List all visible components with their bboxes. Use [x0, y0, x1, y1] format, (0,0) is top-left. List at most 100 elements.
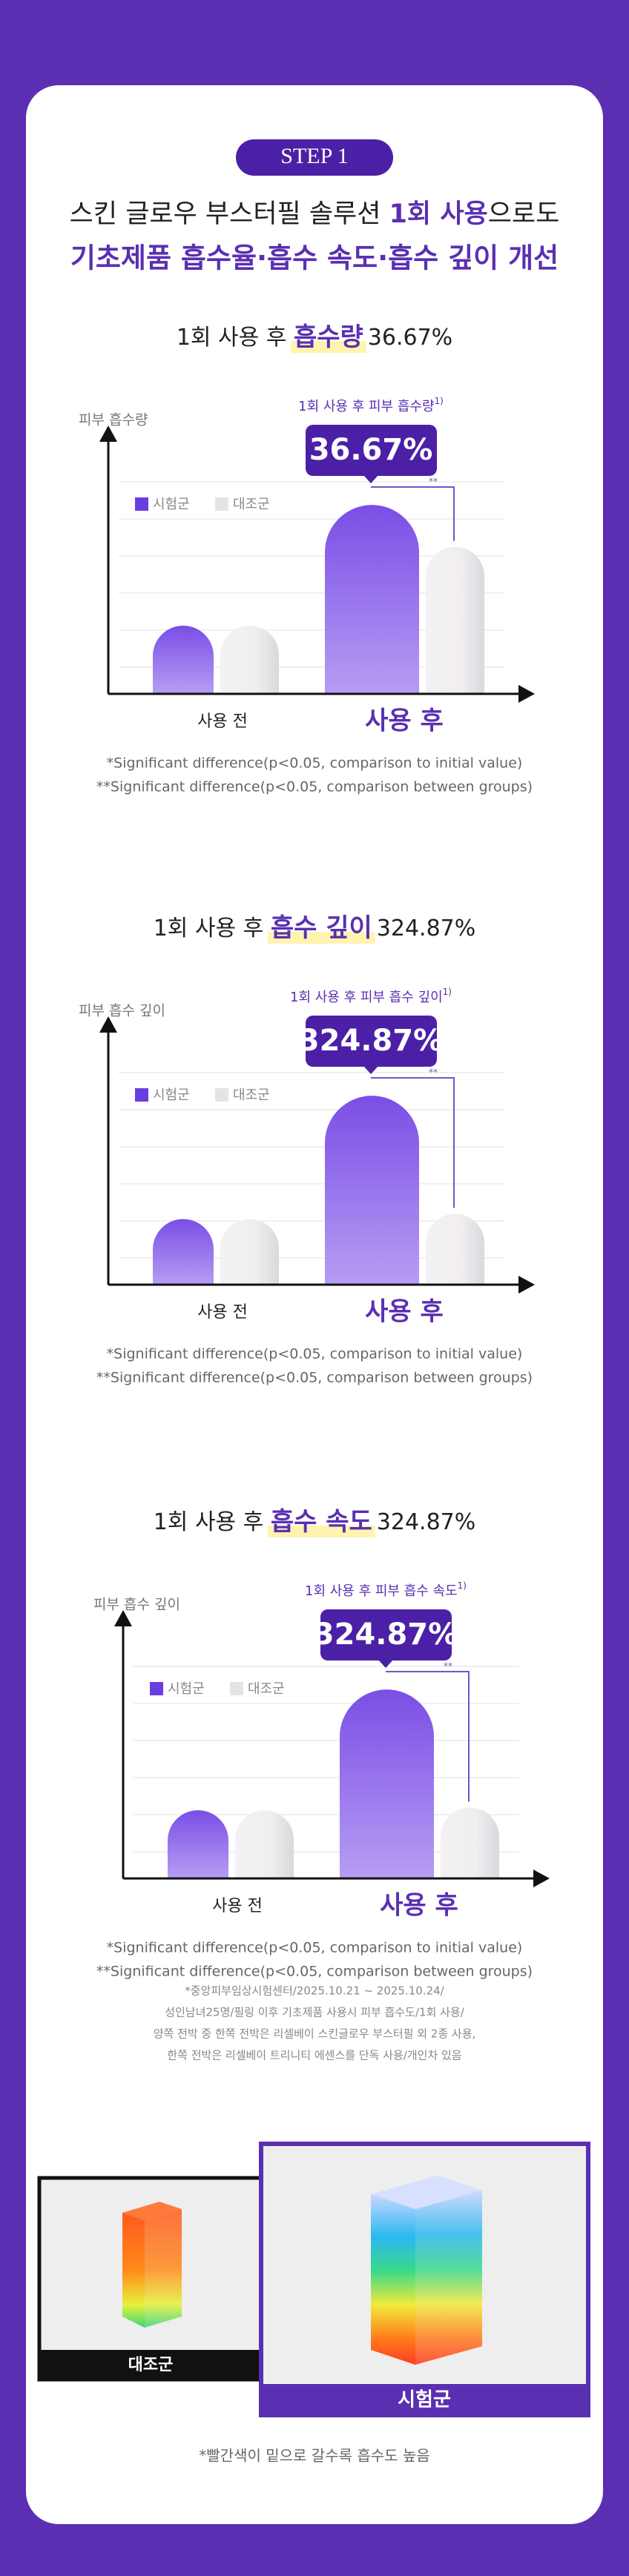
x-axis-arrow: [518, 1276, 535, 1294]
heading-emphasis: 흡수 속도: [271, 1507, 372, 1537]
legend-label: 시험군: [168, 1681, 205, 1697]
footnote: *Significant difference(p<0.05, comparis…: [107, 1346, 523, 1363]
callout-text: 1회 사용 후 피부 흡수 속도: [305, 1583, 458, 1599]
significance-mark: **: [429, 1067, 438, 1078]
x-tick-label: 사용 전: [212, 1897, 263, 1916]
x-tick-label: 사용 후: [365, 1297, 444, 1327]
control-label-bar: [39, 2350, 263, 2380]
bar: [441, 1807, 499, 1878]
heading-text: 1회 사용 후: [154, 1509, 271, 1535]
test-cuboid: [371, 2176, 482, 2365]
callout-label: 1회 사용 후 피부 흡수 깊이1): [290, 987, 452, 1006]
callout-value: 324.87%: [299, 1024, 443, 1058]
bar: [426, 546, 484, 694]
legend-swatch: [135, 1088, 148, 1102]
study-note: *중앙피부임상시험센터/2025.10.21 ~ 2025.10.24/: [185, 1984, 444, 1998]
bar: [153, 1219, 214, 1285]
bar: [220, 625, 279, 694]
callout-box: [306, 1016, 437, 1067]
legend-swatch: [230, 1682, 243, 1695]
bar: [168, 1810, 228, 1878]
callout-label: 1회 사용 후 피부 흡수 속도1): [305, 1580, 467, 1600]
heading-text: 324.87%: [377, 915, 475, 941]
test-label: 시험군: [398, 2389, 451, 2411]
y-axis-label: 피부 흡수 깊이: [93, 1597, 180, 1613]
callout-box: [320, 1609, 452, 1661]
significance-mark: **: [444, 1661, 452, 1672]
callout-text: 1회 사용 후 피부 흡수 깊이: [290, 990, 443, 1005]
step-pill: [236, 139, 393, 176]
y-axis-label: 피부 흡수량: [79, 412, 148, 428]
heading-emphasis: 흡수 깊이: [271, 913, 372, 943]
heading-highlight: [267, 932, 375, 944]
callout-pointer: [378, 1660, 393, 1668]
y-axis-label: 피부 흡수 깊이: [79, 1003, 165, 1019]
legend-swatch: [150, 1682, 163, 1695]
heading-text: 324.87%: [377, 1509, 475, 1535]
heading-highlight: [267, 1526, 375, 1537]
control-cuboid: [122, 2202, 182, 2328]
legend-label: 대조군: [233, 1087, 270, 1103]
legend-label: 시험군: [153, 1087, 190, 1103]
footnote: **Significant difference(p<0.05, compari…: [96, 1370, 533, 1386]
footnote: **Significant difference(p<0.05, compari…: [96, 779, 533, 795]
x-tick-label: 사용 후: [380, 1891, 458, 1921]
study-note: 양쪽 전박 중 한쪽 전박은 리셀베이 스킨글로우 부스터필 외 2종 사용,: [154, 2027, 476, 2041]
callout-label: 1회 사용 후 피부 흡수량1): [298, 396, 444, 415]
heading-emphasis: 흡수량: [294, 322, 363, 352]
callout-pointer: [363, 475, 378, 483]
heading-highlight: [290, 341, 366, 353]
study-note: 한쪽 전박은 리셀베이 트리니티 에센스를 단독 사용/개인차 있음: [167, 2049, 461, 2062]
title-text: 으로도: [488, 199, 560, 229]
image-note: *빨간색이 밑으로 갈수록 흡수도 높음: [199, 2447, 429, 2465]
footnote: *Significant difference(p<0.05, comparis…: [107, 755, 523, 772]
heading-text: 1회 사용 후: [177, 325, 294, 351]
significance-bracket: [386, 1671, 470, 1802]
bar: [325, 505, 419, 694]
bar: [220, 1219, 279, 1285]
legend-swatch: [215, 497, 228, 511]
test-label-bar: [261, 2384, 588, 2415]
study-note: 성인남녀25명/필링 이후 기초제품 사용시 피부 흡수도/1회 사용/: [165, 2006, 465, 2019]
legend-swatch: [135, 497, 148, 511]
legend-label: 대조군: [248, 1681, 285, 1697]
callout-value: 36.67%: [309, 433, 433, 467]
x-tick-label: 사용 전: [197, 712, 248, 731]
bar: [426, 1213, 484, 1285]
x-tick-label: 사용 전: [197, 1303, 248, 1322]
heading-text: 1회 사용 후: [154, 915, 271, 941]
callout-sup: 1): [435, 396, 444, 406]
footnote: *Significant difference(p<0.05, comparis…: [107, 1940, 523, 1956]
x-axis-arrow: [533, 1870, 550, 1887]
callout-sup: 1): [458, 1580, 467, 1591]
callout-text: 1회 사용 후 피부 흡수량: [298, 399, 434, 414]
control-label: 대조군: [128, 2356, 174, 2374]
footnote: **Significant difference(p<0.05, compari…: [96, 1964, 533, 1980]
y-axis-arrow: [99, 1016, 117, 1033]
x-axis-arrow: [518, 685, 535, 703]
chart-heading: 1회 사용 후 흡수 깊이 324.87%: [154, 913, 476, 943]
significance-mark: **: [429, 477, 438, 487]
title-line1: 스킨 글로우 부스터필 솔루션 1회 사용으로도: [70, 199, 560, 229]
legend-label: 대조군: [233, 497, 270, 512]
title-line2: 기초제품 흡수율·흡수 속도·흡수 깊이 개선: [70, 242, 559, 274]
step-label: STEP 1: [280, 144, 348, 168]
legend-label: 시험군: [153, 497, 190, 512]
significance-bracket: [371, 1077, 455, 1208]
x-tick-label: 사용 후: [365, 706, 444, 736]
callout-box: [306, 425, 437, 476]
bar: [340, 1689, 434, 1878]
significance-bracket: [371, 486, 455, 541]
legend-swatch: [215, 1088, 228, 1102]
heading-text: 36.67%: [368, 325, 452, 351]
y-axis-arrow: [114, 1610, 132, 1626]
bar: [325, 1096, 419, 1285]
callout-value: 324.87%: [314, 1618, 458, 1652]
bar: [235, 1810, 294, 1878]
